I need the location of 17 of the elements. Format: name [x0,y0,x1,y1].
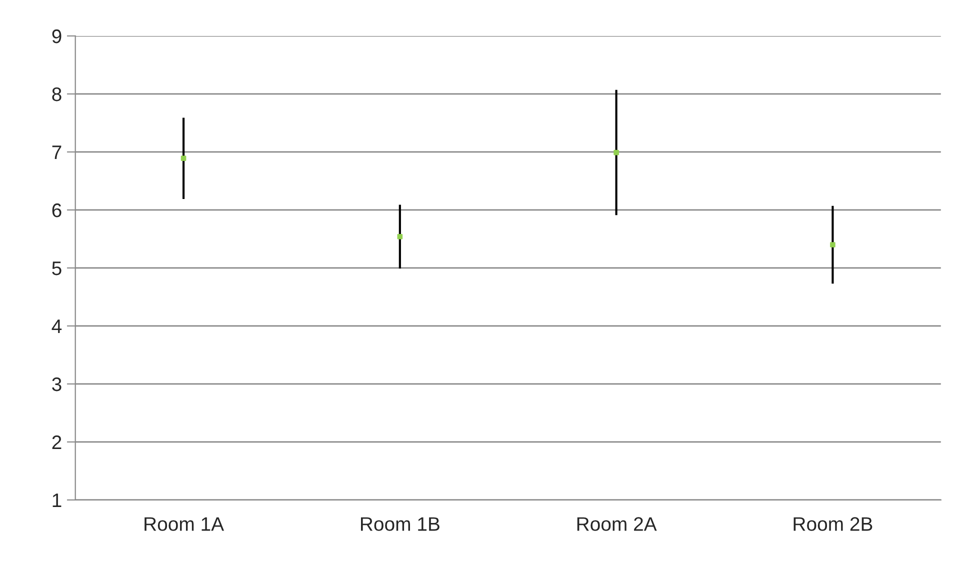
x-tick-label: Room 2B [794,517,872,531]
point [830,242,836,248]
y-tick-label: 9 [52,29,62,44]
y-tick-label: 4 [52,320,62,334]
point [397,234,403,240]
y-tick-label: 1 [52,494,62,508]
y-tick-label: 6 [52,203,62,218]
point [614,150,619,156]
y-tick-label: 5 [52,262,62,276]
x-tick-label: Room 1A [144,517,224,531]
point [180,156,186,161]
y-tick-label: 3 [52,377,62,392]
y-tick-label: 7 [52,146,62,160]
x-tick-label: Room 1B [360,517,440,531]
y-tick-label: 8 [52,87,62,102]
x-tick-label: Room 2A [577,517,657,531]
y-tick-label: 2 [52,435,62,450]
